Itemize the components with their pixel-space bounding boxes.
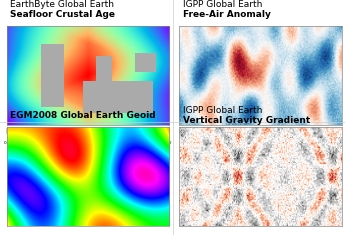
Text: Seafloor Crustal Age: Seafloor Crustal Age — [10, 10, 115, 19]
Text: IGPP Global Earth: IGPP Global Earth — [183, 0, 262, 9]
Text: EarthByte Global Earth: EarthByte Global Earth — [10, 0, 114, 9]
Text: Free-Air Anomaly: Free-Air Anomaly — [183, 10, 271, 19]
Text: EGM2008 Global Earth Geoid: EGM2008 Global Earth Geoid — [10, 111, 156, 120]
Text: IGPP Global Earth: IGPP Global Earth — [183, 106, 262, 115]
Text: Vertical Gravity Gradient: Vertical Gravity Gradient — [183, 116, 310, 125]
